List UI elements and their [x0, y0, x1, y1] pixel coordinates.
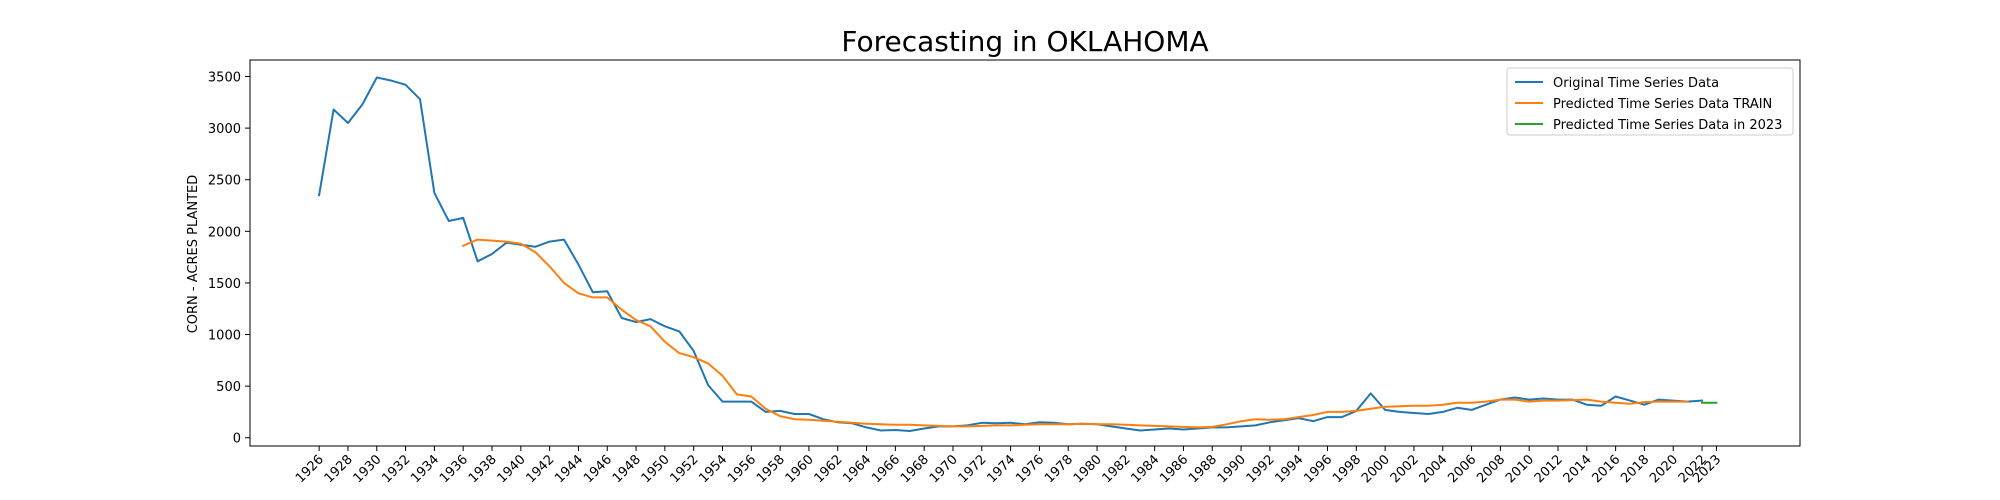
legend: Original Time Series Data Predicted Time …: [1506, 67, 1794, 136]
y-axis-label: CORN - ACRES PLANTED: [186, 175, 201, 334]
chart-title: Forecasting in OKLAHOMA: [841, 25, 1208, 58]
y-tick-label: 2500: [208, 174, 241, 189]
plot-frame: [249, 59, 1801, 447]
legend-label: Predicted Time Series Data TRAIN: [1553, 97, 1772, 112]
legend-box: [1506, 67, 1794, 136]
y-tick-label: 500: [216, 380, 241, 395]
y-tick-label: 0: [233, 432, 241, 447]
series-line-1: [317, 76, 1704, 432]
series-line-2: [461, 238, 1689, 429]
y-tick-label: 2000: [208, 225, 241, 240]
y-tick-label: 3500: [208, 71, 241, 86]
y-tick-label: 1500: [208, 277, 241, 292]
plot-area: [317, 76, 1718, 432]
legend-label: Original Time Series Data: [1553, 76, 1719, 91]
y-tick-label: 3000: [208, 122, 241, 137]
y-tick-label: 1000: [208, 329, 241, 344]
legend-label: Predicted Time Series Data in 2023: [1553, 118, 1782, 133]
